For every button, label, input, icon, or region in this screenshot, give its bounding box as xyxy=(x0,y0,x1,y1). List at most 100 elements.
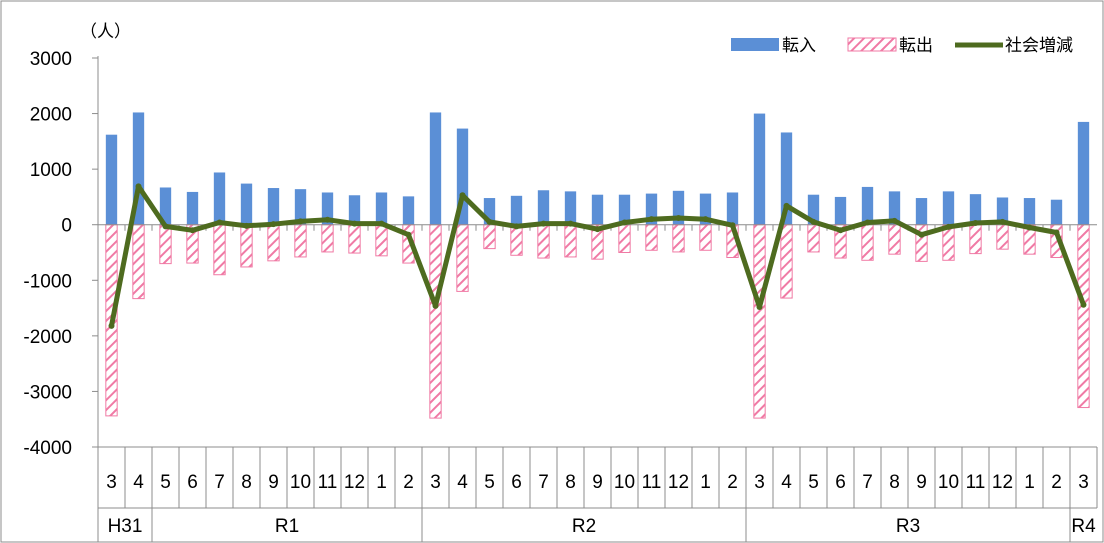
bar-outflow xyxy=(321,224,334,253)
point-net-change xyxy=(675,215,682,222)
x-tick-label: 6 xyxy=(835,472,846,493)
x-group-label: H31 xyxy=(108,516,143,537)
legend-label-net-change: 社会増減 xyxy=(1005,36,1073,56)
bar-inflow xyxy=(321,192,334,225)
bar-inflow xyxy=(807,194,820,225)
x-tick-label: 10 xyxy=(614,472,635,493)
x-tick-label: 6 xyxy=(187,472,198,493)
legend-swatch-inflow xyxy=(731,38,779,51)
x-tick-label: 3 xyxy=(430,472,441,493)
point-net-change xyxy=(378,220,385,227)
bar-outflow xyxy=(618,224,631,253)
x-tick-label: 1 xyxy=(376,472,387,493)
x-tick-label: 1 xyxy=(1024,472,1035,493)
bar-outflow xyxy=(483,224,496,250)
bar-inflow xyxy=(753,113,766,225)
point-net-change xyxy=(729,222,736,229)
point-net-change xyxy=(594,226,601,233)
y-tick-label: 1000 xyxy=(30,160,72,181)
point-net-change xyxy=(810,218,817,225)
x-tick-label: 12 xyxy=(992,472,1013,493)
x-tick-label: 11 xyxy=(966,472,986,493)
y-axis: 3000 2000 1000 0 -1000 -2000 -3000 -4000 xyxy=(23,49,98,459)
bar-inflow xyxy=(699,193,712,225)
x-tick-label: 7 xyxy=(862,472,873,493)
bar-inflow xyxy=(1077,121,1090,225)
bar-outflow xyxy=(672,224,685,253)
bar-inflow xyxy=(294,189,307,225)
bar-inflow xyxy=(726,192,739,225)
point-net-change xyxy=(540,220,547,227)
x-tick-label: 9 xyxy=(916,472,927,493)
x-tick-label: 3 xyxy=(754,472,765,493)
x-tick-label: 2 xyxy=(727,472,738,493)
bar-outflow xyxy=(753,224,766,419)
point-net-change xyxy=(648,216,655,223)
y-tick-label: -3000 xyxy=(23,382,72,403)
x-tick-label: 6 xyxy=(511,472,522,493)
point-net-change xyxy=(702,216,709,223)
bar-inflow xyxy=(564,191,577,225)
y-tick-label: 3000 xyxy=(30,49,72,70)
x-tick-label: 3 xyxy=(1078,472,1089,493)
y-tick-label: 2000 xyxy=(30,105,72,126)
bar-outflow xyxy=(888,224,901,255)
point-net-change xyxy=(972,220,979,227)
point-net-change xyxy=(567,220,574,227)
x-tick-label: 5 xyxy=(808,472,819,493)
legend: 転入 転出 社会増減 xyxy=(731,36,1073,56)
series-net-change xyxy=(108,183,1087,329)
bar-inflow xyxy=(591,194,604,225)
bar-inflow xyxy=(213,172,226,225)
legend-swatch-outflow xyxy=(847,37,897,52)
x-tick-label: 12 xyxy=(344,472,365,493)
bar-inflow xyxy=(672,190,685,225)
x-tick-label: 8 xyxy=(565,472,576,493)
bar-inflow xyxy=(537,190,550,225)
x-tick-label: 1 xyxy=(700,472,711,493)
x-tick-label: 2 xyxy=(1051,472,1062,493)
bar-outflow xyxy=(348,224,361,254)
bar-outflow xyxy=(375,224,388,257)
axes xyxy=(97,56,1098,542)
x-tick-label: 2 xyxy=(403,472,414,493)
bar-outflow xyxy=(996,224,1009,250)
point-net-change xyxy=(783,202,790,209)
bar-inflow xyxy=(834,196,847,225)
bar-inflow xyxy=(969,194,982,225)
x-tick-label: 4 xyxy=(133,472,144,493)
bar-inflow xyxy=(1023,198,1036,225)
y-tick-label: -1000 xyxy=(23,271,72,292)
x-group-label: R2 xyxy=(572,516,596,537)
x-tick-label: 8 xyxy=(241,472,252,493)
bar-inflow xyxy=(132,112,145,225)
bar-inflow xyxy=(348,195,361,225)
x-group-label: R3 xyxy=(896,516,920,537)
point-net-change xyxy=(135,183,142,190)
bar-outflow xyxy=(807,224,820,253)
point-net-change xyxy=(432,302,439,309)
bar-inflow xyxy=(888,191,901,225)
x-group-label: R1 xyxy=(275,516,299,537)
point-net-change xyxy=(216,219,223,226)
bar-outflow xyxy=(213,224,226,276)
point-net-change xyxy=(486,218,493,225)
point-net-change xyxy=(756,303,763,310)
y-tick-label: -4000 xyxy=(23,438,72,459)
point-net-change xyxy=(891,217,898,224)
bar-outflow xyxy=(780,224,793,299)
x-tick-label: 9 xyxy=(592,472,603,493)
point-net-change xyxy=(1053,229,1060,236)
bar-inflow xyxy=(159,187,172,225)
bar-inflow xyxy=(510,195,523,225)
point-net-change xyxy=(108,322,115,329)
x-tick-label: 7 xyxy=(538,472,549,493)
point-net-change xyxy=(837,227,844,234)
x-tick-label: 8 xyxy=(889,472,900,493)
x-tick-label: 11 xyxy=(318,472,338,493)
bar-outflow xyxy=(132,224,145,300)
point-net-change xyxy=(162,223,169,230)
